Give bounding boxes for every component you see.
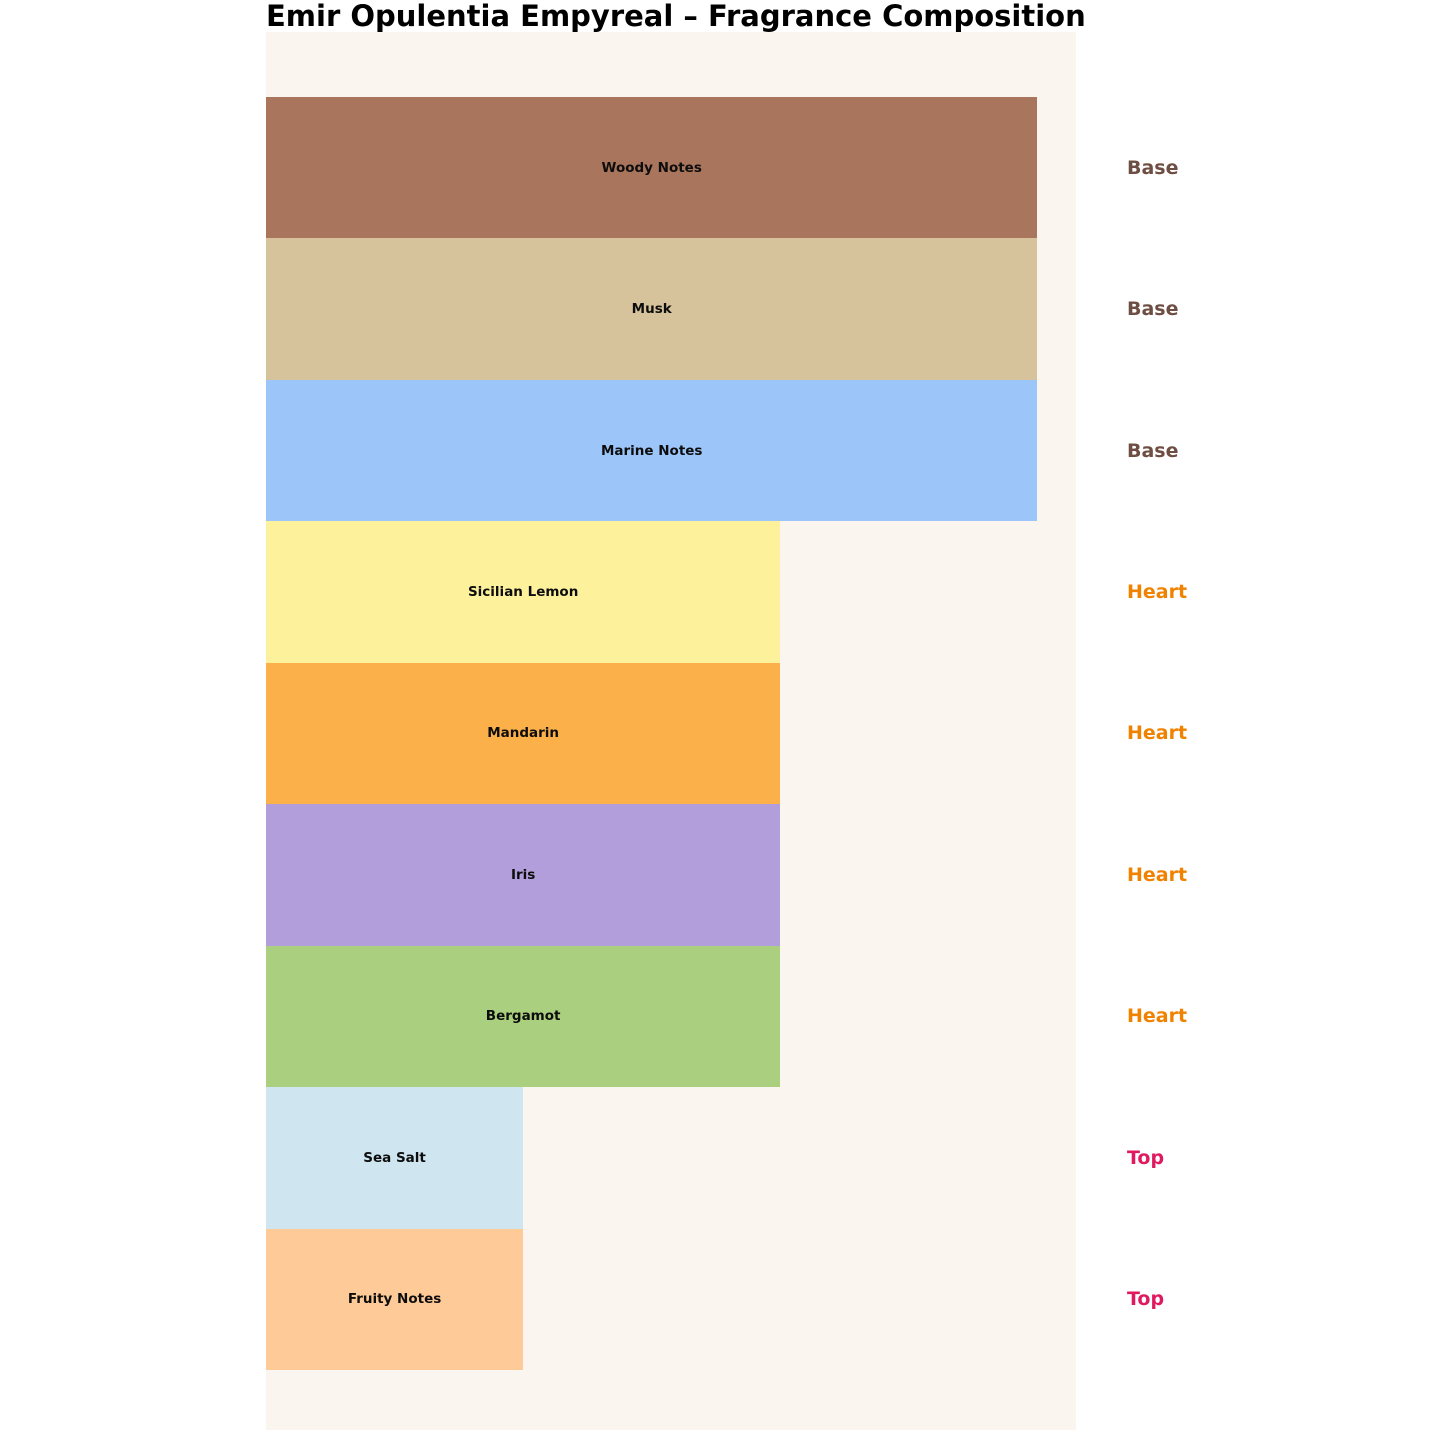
bar-label: Bergamot: [485, 1008, 561, 1025]
bar-label: Musk: [631, 301, 672, 318]
group-label: Base: [1127, 298, 1179, 321]
group-label: Heart: [1127, 581, 1188, 604]
bar-row: Bergamot Heart: [266, 945, 1187, 1088]
bar: Sea Salt: [266, 1087, 524, 1229]
bar-label: Marine Notes: [600, 442, 703, 459]
bar: Woody Notes: [266, 97, 1038, 239]
bar-row: Fruity Notes Top: [266, 1228, 1164, 1370]
bar: Mandarin: [266, 662, 781, 805]
bar: Bergamot: [266, 945, 781, 1088]
group-label: Top: [1127, 1146, 1165, 1169]
bar-row: Sicilian Lemon Heart: [266, 521, 1187, 663]
bar-label: Sea Salt: [363, 1149, 426, 1166]
bar-row: Marine Notes Base: [266, 379, 1179, 522]
bar: Iris: [266, 804, 781, 946]
bar-label: Woody Notes: [601, 159, 702, 176]
bar: Musk: [266, 238, 1038, 380]
group-label: Heart: [1127, 722, 1188, 745]
bar: Sicilian Lemon: [266, 521, 781, 663]
bar-label: Iris: [510, 866, 536, 883]
bar-label: Sicilian Lemon: [467, 584, 579, 601]
bars-container: Woody Notes Base Musk Base Marine Notes …: [266, 97, 1187, 1370]
bar-row: Sea Salt Top: [266, 1087, 1164, 1229]
group-label: Heart: [1127, 863, 1188, 886]
bar-row: Woody Notes Base: [266, 97, 1179, 239]
bar: Fruity Notes: [266, 1228, 524, 1370]
group-label: Base: [1127, 156, 1179, 179]
plot-area: Woody Notes Base Musk Base Marine Notes …: [266, 32, 1187, 1430]
bar-label: Mandarin: [487, 725, 560, 742]
bar-row: Mandarin Heart: [266, 662, 1187, 805]
bar-row: Musk Base: [266, 238, 1179, 380]
group-label: Heart: [1127, 1005, 1188, 1028]
group-label: Top: [1127, 1288, 1165, 1311]
bar-row: Iris Heart: [266, 804, 1187, 946]
group-label: Base: [1127, 439, 1179, 462]
bar: Marine Notes: [266, 379, 1038, 522]
bar-label: Fruity Notes: [347, 1291, 442, 1308]
chart-title: Emir Opulentia Empyreal – Fragrance Comp…: [266, 0, 1086, 33]
